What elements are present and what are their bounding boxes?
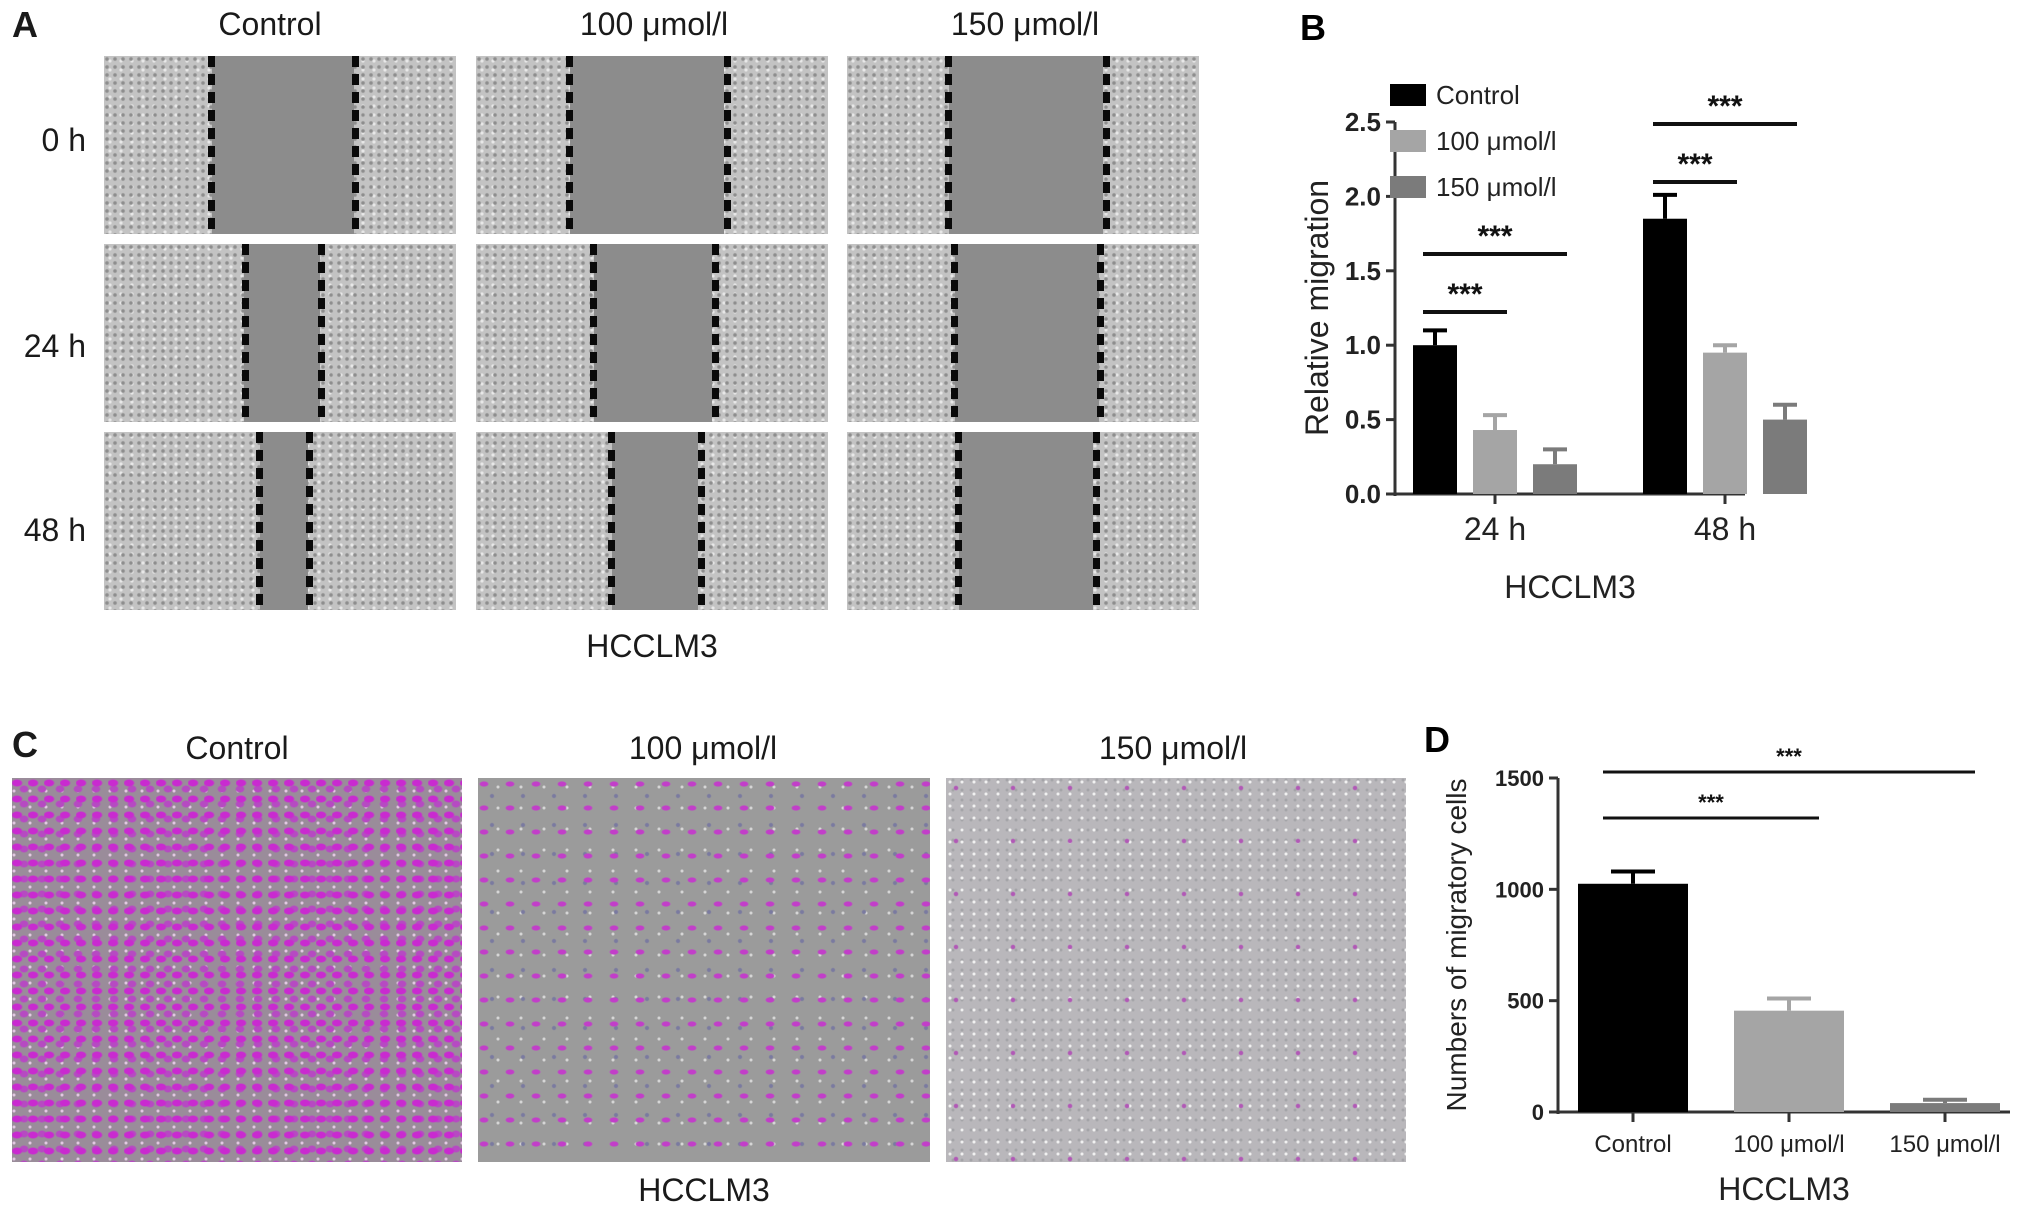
chart-b-bar [1703,352,1747,494]
chart-d-y-tick-label: 0 [1532,1100,1544,1125]
chart-d-x-tick-label: 100 μmol/l [1733,1131,1844,1158]
scratch-image-100-0h [476,56,828,234]
scratch-image-100-24h [476,244,828,422]
chart-b-significance-label: *** [1677,148,1712,181]
panel-a-time-0h: 0 h [41,122,86,158]
scratch-image-control-0h [104,56,456,234]
chart-d-y-axis-title: Numbers of migratory cells [1441,779,1472,1112]
panel-a-header-100: 100 μmol/l [579,6,729,42]
scratch-image-150-0h [847,56,1199,234]
chart-b-legend-swatch [1390,130,1426,152]
panel-a-label: A [12,4,38,45]
chart-d-significance-label: *** [1698,790,1724,815]
scratch-image-150-24h [847,244,1199,422]
panel-d-label: D [1424,719,1450,760]
chart-d-bar [1578,883,1688,1112]
chart-b-bar [1533,464,1577,494]
chart-b-y-tick-label: 1.5 [1345,256,1381,286]
panel-c-header-150: 150 μmol/l [1098,730,1248,766]
chart-b-bar [1473,430,1517,494]
chart-b-y-tick-label: 1.0 [1345,330,1381,360]
chart-b-bar [1763,419,1807,494]
transwell-image-100 [478,778,930,1162]
chart-d-y-tick-label: 1000 [1495,877,1544,902]
chart-d-x-tick-label: Control [1594,1131,1671,1158]
panel-a-header-control: Control [218,6,322,42]
chart-b-bar [1643,218,1687,494]
panel-c-caption: HCCLM3 [638,1172,770,1208]
chart-b-x-tick-label: 24 h [1464,511,1526,547]
scratch-image-150-48h [847,432,1199,610]
chart-d-significance-label: *** [1776,744,1802,769]
migratory-cells-chart: D 0 500 1000 1500 Numbers of migratory cells… [1424,719,2010,1207]
chart-b-legend-label: 150 μmol/l [1436,172,1556,202]
chart-d-y-tick-label: 500 [1507,989,1544,1014]
chart-b-legend-label: 100 μmol/l [1436,126,1556,156]
transwell-image-150 [946,778,1406,1162]
scratch-image-control-48h [104,432,456,610]
chart-b-legend-swatch [1390,176,1426,198]
chart-b-legend-label: Control [1436,80,1520,110]
chart-d-y-tick-label: 1500 [1495,766,1544,791]
chart-b-bar [1413,345,1457,494]
chart-d-bar [1734,1010,1844,1112]
chart-b-significance-label: *** [1447,278,1482,311]
transwell-image-control [12,778,462,1162]
panel-c-header-control: Control [185,730,289,766]
panel-a-caption: HCCLM3 [586,628,718,664]
chart-b-legend-swatch [1390,84,1426,106]
relative-migration-chart: B 0.0 0.5 1.0 1.5 2.0 2.5 Relative migration 24… [1299,7,1807,605]
chart-b-y-axis-title: Relative migration [1299,180,1335,436]
panel-a-header-150: 150 μmol/l [950,6,1100,42]
scratch-image-control-24h [104,244,456,422]
chart-b-y-tick-label: 2.0 [1345,181,1381,211]
chart-d-x-tick-label: 150 μmol/l [1889,1131,2000,1158]
chart-b-x-tick-label: 48 h [1694,511,1756,547]
chart-b-significance-label: *** [1477,220,1512,253]
chart-b-significance-label: *** [1707,90,1742,123]
panel-a-time-24h: 24 h [23,328,86,364]
panel-a-time-48h: 48 h [23,512,86,548]
chart-b-y-tick-label: 0.0 [1345,479,1381,509]
scratch-image-100-48h [476,432,828,610]
chart-d-bar [1890,1103,2000,1112]
panel-b-label: B [1300,7,1326,48]
chart-b-y-tick-label: 2.5 [1345,107,1381,137]
chart-b-y-tick-label: 0.5 [1345,405,1381,435]
panel-c-label: C [12,724,38,765]
panel-c-header-100: 100 μmol/l [628,730,778,766]
chart-d-x-axis-title: HCCLM3 [1718,1171,1850,1207]
chart-b-x-axis-title: HCCLM3 [1504,569,1636,605]
